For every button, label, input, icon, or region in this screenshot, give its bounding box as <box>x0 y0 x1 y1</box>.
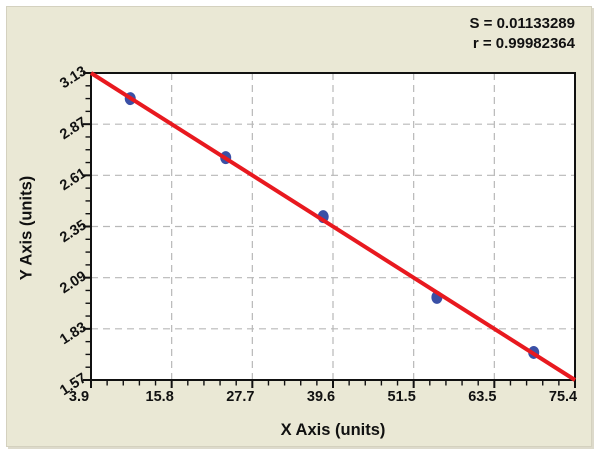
y-axis-title: Y Axis (units) <box>17 175 36 281</box>
stats-r-value: r = 0.99982364 <box>472 35 575 52</box>
x-tick-label: 15.8 <box>145 389 174 405</box>
x-tick-label: 3.9 <box>68 389 90 405</box>
regression-stats: S = 0.01133289 r = 0.99982364 <box>469 14 575 54</box>
x-tick-label: 63.5 <box>468 389 497 405</box>
plot-frame <box>90 72 576 381</box>
x-tick-label: 27.7 <box>226 389 255 405</box>
regression-line <box>89 71 577 382</box>
x-tick-label: 39.6 <box>306 389 336 405</box>
x-axis-title: X Axis (units) <box>280 421 386 439</box>
x-tick-label: 75.4 <box>548 389 578 405</box>
x-tick-label: 51.5 <box>387 389 416 405</box>
stats-s-value: S = 0.01133289 <box>469 15 575 32</box>
